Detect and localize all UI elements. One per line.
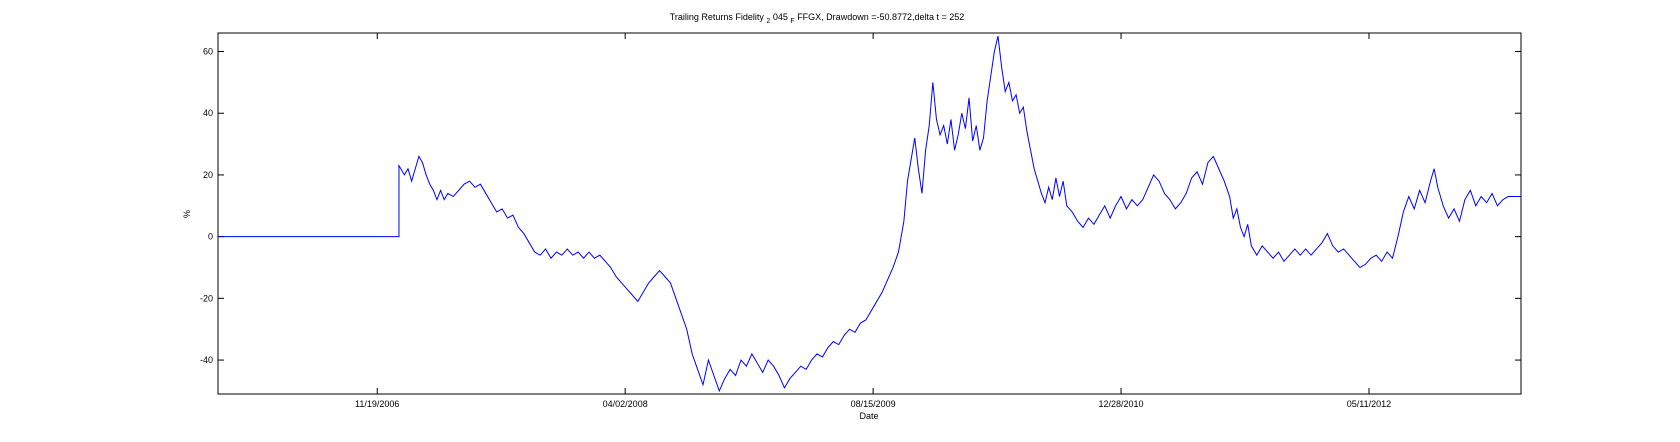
y-axis-label: % xyxy=(182,210,192,218)
chart-title: Trailing Returns Fidelity 2 045 F FFGX, … xyxy=(670,12,965,25)
plot-area-frame xyxy=(217,32,1522,395)
series-line xyxy=(218,35,1521,393)
y-axis-ticks: -40 -20 0 20 40 60 xyxy=(200,47,1521,365)
y-tick-label: 20 xyxy=(203,170,213,180)
y-tick-label: -20 xyxy=(200,293,213,303)
x-tick-label: 05/11/2012 xyxy=(1347,399,1391,409)
x-tick-label: 04/02/2008 xyxy=(603,399,648,409)
y-tick-label: -40 xyxy=(200,355,213,365)
y-tick-label: 40 xyxy=(203,108,213,118)
chart-title-prefix: Trailing Returns Fidelity xyxy=(670,12,767,22)
x-axis-label: Date xyxy=(859,411,878,421)
x-axis-ticks: 11/19/2006 04/02/2008 08/15/2009 12/28/2010… xyxy=(355,33,1391,409)
chart-title-middle: 045 xyxy=(773,12,788,22)
y-tick-label: 0 xyxy=(208,232,213,242)
y-tick-label: 60 xyxy=(203,47,213,57)
chart-title-suffix: FFGX, Drawdown =-50.8772,delta t = 252 xyxy=(797,12,964,22)
x-tick-label: 11/19/2006 xyxy=(355,399,399,409)
chart-title-subscript-2: F xyxy=(790,18,794,25)
x-tick-label: 12/28/2010 xyxy=(1099,399,1144,409)
chart-title-subscript: 2 xyxy=(766,18,770,25)
x-tick-label: 08/15/2009 xyxy=(851,399,896,409)
